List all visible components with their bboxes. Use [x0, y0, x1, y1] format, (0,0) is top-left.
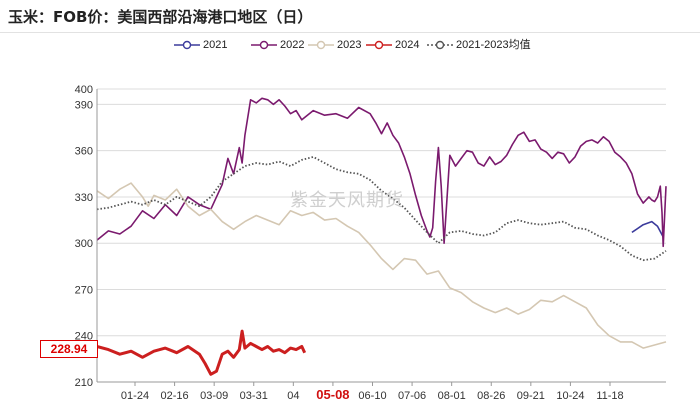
- x-tick-label: 02-16: [161, 390, 189, 402]
- chart-title: 玉米：FOB价：美国西部沿海港口地区（日）: [8, 8, 313, 26]
- y-tick-label: 270: [75, 284, 93, 296]
- legend-label: 2021-2023均值: [456, 39, 531, 51]
- legend-marker-icon: [251, 40, 277, 50]
- x-tick-label: 06-10: [358, 390, 386, 402]
- y-tick-label: 400: [75, 84, 93, 96]
- x-tick-label: 07-06: [398, 390, 426, 402]
- series-lines: [96, 97, 667, 376]
- y-tick-label: 390: [75, 99, 93, 111]
- x-tick-label: 03-09: [200, 390, 228, 402]
- series-line-2022: [96, 97, 667, 248]
- series-line-2023: [96, 182, 667, 349]
- legend-marker-icon: [308, 40, 334, 50]
- x-tick-label: 03-31: [240, 390, 268, 402]
- title-divider: [0, 32, 700, 33]
- series-line-2024: [96, 329, 307, 376]
- legend-label: 2022: [280, 39, 305, 51]
- series-line-2021: [631, 220, 664, 238]
- legend-marker-icon: [427, 40, 453, 50]
- watermark-text: 紫金天风期货: [290, 190, 404, 211]
- y-tick-label: 360: [75, 146, 93, 158]
- y-tick-label: 240: [75, 331, 93, 343]
- x-tick-label: 08-26: [477, 390, 505, 402]
- legend-label: 2021: [203, 39, 228, 51]
- legend-label: 2024: [395, 39, 420, 51]
- axes: 210 240 270 300 330 360 390 400 01-24 02-16 03-09 0…: [75, 84, 666, 402]
- x-tick-label: 08-01: [438, 390, 466, 402]
- last-value-label: 228.94: [40, 340, 98, 358]
- x-tick-label: 09-21: [517, 390, 545, 402]
- x-tick-label: 01-24: [121, 390, 149, 402]
- y-tick-label: 330: [75, 192, 93, 204]
- y-tick-label: 210: [75, 377, 93, 389]
- chart-legend: 2021 2022 2023 2024 2021-2023均值: [0, 36, 700, 54]
- x-tick-label: 04: [287, 390, 299, 402]
- legend-marker-icon: [174, 40, 200, 50]
- y-tick-label: 300: [75, 238, 93, 250]
- x-tick-label: 05-08: [316, 387, 349, 402]
- legend-marker-icon: [366, 40, 392, 50]
- x-tick-label: 10-24: [556, 390, 584, 402]
- legend-label: 2023: [337, 39, 362, 51]
- series-line-2021-2023均值: [96, 155, 667, 262]
- x-tick-label: 11-18: [596, 390, 623, 402]
